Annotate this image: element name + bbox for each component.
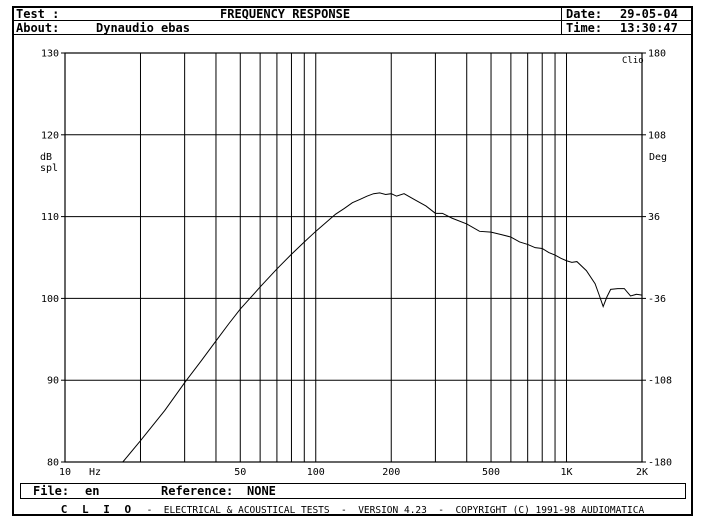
tick-label-layer: 80 90 100 110 120 130 -180 -108 -36 36 108 180 10 50 1… [41,49,672,479]
x-axis-label: Hz [89,467,101,478]
footer-brand: C L I O [60,503,136,516]
header-divider [12,20,693,21]
y-tick-label: 120 [41,130,59,141]
x-tick-label: 1K [560,467,572,478]
time-value: 13:30:47 [620,21,678,35]
test-label: Test : [16,7,60,21]
x-tick-label: 10 [59,467,71,478]
date-value: 29-05-04 [620,7,678,21]
y-tick-label: 80 [47,458,59,469]
footer-text: - ELECTRICAL & ACOUSTICAL TESTS - VERSIO… [146,505,645,516]
file-label: File: [33,484,70,498]
reference-value: NONE [247,484,276,498]
y2-tick-label: 36 [648,212,660,223]
y-tick-label: 90 [47,376,59,387]
grid-layer [65,53,642,462]
y2-tick-label: 108 [648,130,666,141]
y-tick-label: 130 [41,49,59,60]
y-tick-label: 100 [41,294,59,305]
y2-tick-label: -180 [648,458,672,469]
y-axis-label: dB [40,152,52,163]
y2-tick-label: -36 [648,294,666,305]
x-tick-label: 50 [234,467,246,478]
series-line-spl [122,192,643,463]
file-value: en [85,484,100,498]
header-separator [561,6,562,34]
x-tick-label: 2K [636,467,648,478]
page-title: FREQUENCY RESPONSE [220,7,351,21]
y-tick-label: 110 [41,212,59,223]
about-label: About: [16,21,60,35]
reference-label: Reference: [161,484,234,498]
footer: C L I O - ELECTRICAL & ACOUSTICAL TESTS … [14,503,691,517]
about-value: Dynaudio ebas [96,21,190,35]
window-frame [12,6,693,516]
plot-border [64,52,643,463]
file-bar: File: en Reference: NONE [20,483,686,499]
x-tick-label: 100 [307,467,325,478]
x-tick-label: 200 [382,467,400,478]
time-label: Time: [566,21,603,35]
y-axis-unit: spl [40,163,58,174]
y2-tick-label: -108 [648,376,672,387]
x-tick-label: 500 [482,467,500,478]
y2-tick-label: 180 [648,49,666,60]
y2-axis-label: Deg [649,152,667,163]
date-label: Date: [566,7,603,21]
corner-label: Clio [622,56,644,66]
header-bottom-divider [12,34,693,35]
